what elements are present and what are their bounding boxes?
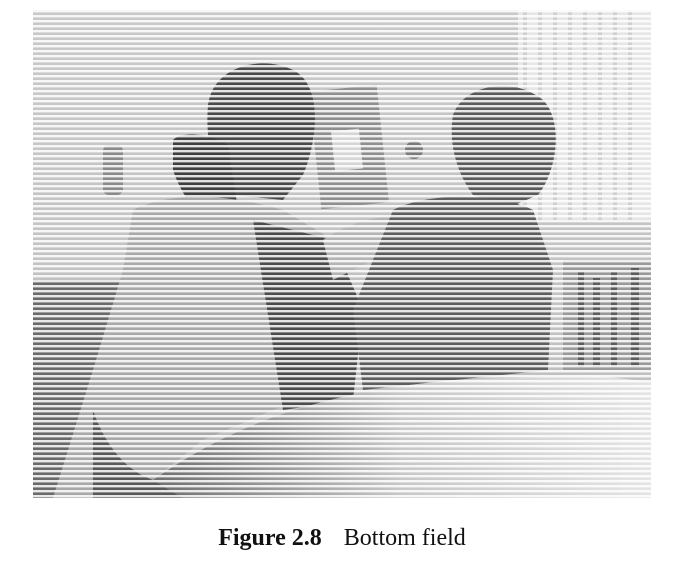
interlaced-field-photo-icon bbox=[33, 10, 651, 498]
field-photo bbox=[33, 10, 651, 498]
figure-caption: Figure 2.8 Bottom field bbox=[0, 525, 684, 552]
figure-title: Bottom field bbox=[343, 525, 466, 551]
figure-label: Figure 2.8 bbox=[218, 525, 322, 551]
